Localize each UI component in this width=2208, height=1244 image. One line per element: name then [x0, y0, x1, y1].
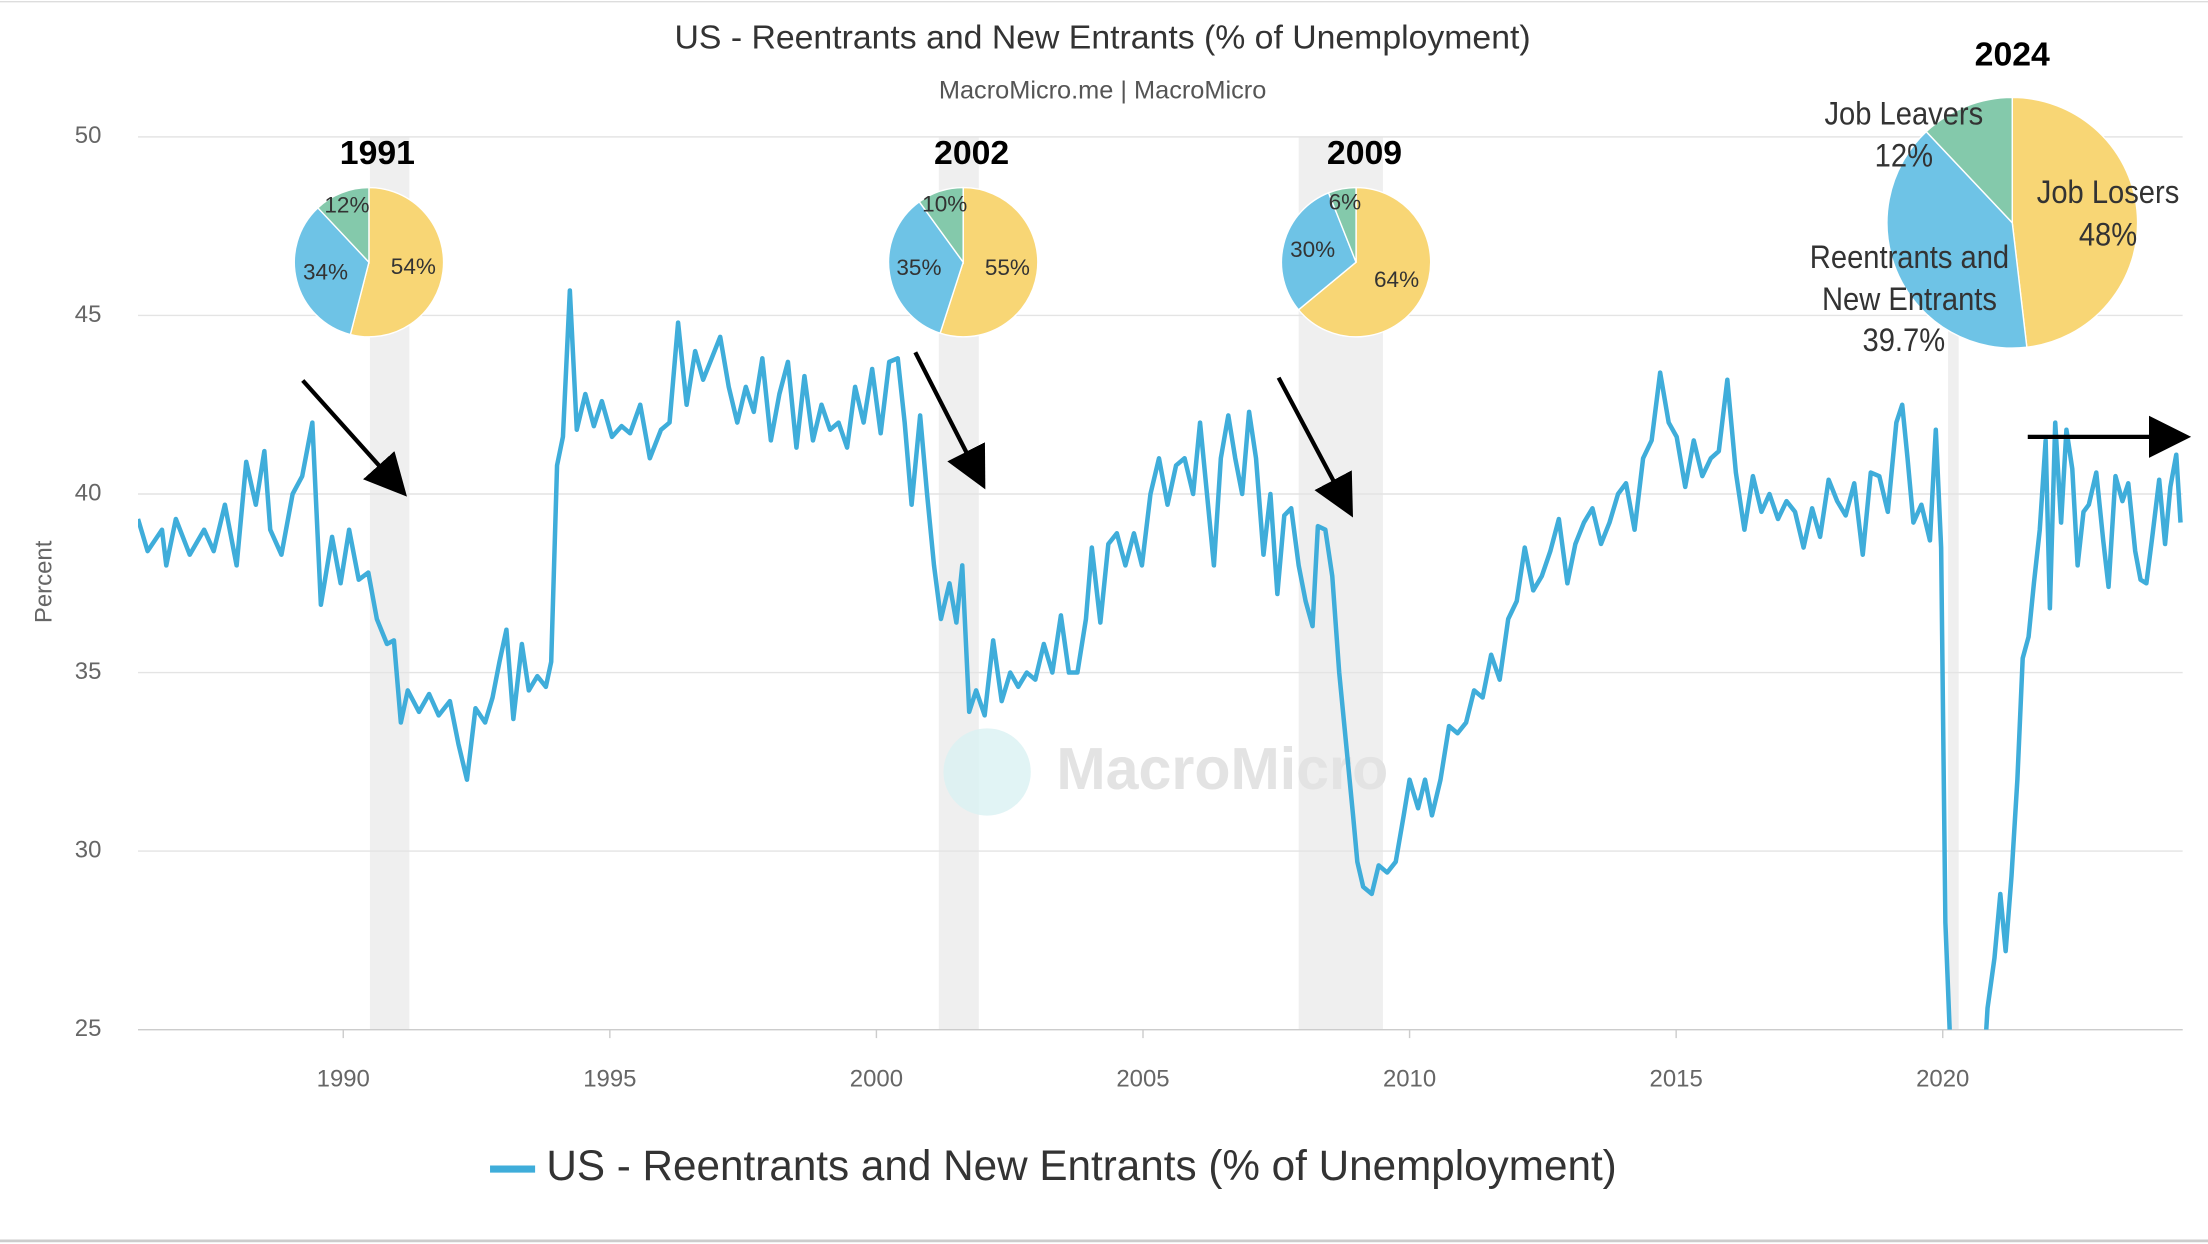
legend-label: US - Reentrants and New Entrants (% of U…: [546, 1142, 1616, 1189]
pie-slice: [918, 186, 964, 265]
x-tick-label: 2015: [1650, 1066, 1703, 1093]
pie-title: 2009: [1327, 134, 1402, 172]
chart-title: US - Reentrants and New Entrants (% of U…: [675, 19, 1531, 57]
pie-category-label: Reentrants and New Entrants: [1809, 238, 2010, 318]
annotation-arrow: [301, 379, 407, 497]
chart-subtitle: MacroMicro.me | MacroMicro: [939, 77, 1266, 105]
y-tick-label: 25: [75, 1015, 102, 1042]
annotation-arrow: [913, 351, 986, 490]
x-tick-label: 2000: [850, 1066, 903, 1093]
pie-title: 1991: [340, 134, 415, 172]
pie-value-label: 64%: [1374, 267, 1419, 292]
y-tick-label: 35: [75, 658, 102, 685]
pie-title: 2024: [1975, 36, 2050, 74]
pie-slice: [316, 186, 370, 264]
pie-value-label: 39.7%: [1863, 322, 1946, 359]
annotation-arrow: [1276, 376, 1353, 518]
pie-value-label: 10%: [922, 191, 967, 216]
pie-slice: [887, 200, 964, 335]
pie-title: 2002: [934, 134, 1009, 172]
pie-value-label: 55%: [985, 255, 1030, 280]
y-tick-label: 40: [75, 479, 102, 506]
pie-slice: [939, 186, 1039, 338]
pie-slice: [293, 206, 370, 336]
x-tick-label: 2005: [1116, 1066, 1169, 1093]
pie-value-label: 35%: [896, 255, 941, 280]
y-tick-label: 50: [75, 122, 102, 149]
pie-value-label: 48%: [2079, 216, 2137, 253]
pie-value-label: 6%: [1329, 190, 1362, 215]
y-tick-label: 45: [75, 301, 102, 328]
x-tick-label: 2020: [1916, 1066, 1969, 1093]
pie-value-label: 12%: [324, 193, 369, 218]
pie-slice: [1925, 96, 2013, 225]
pie-category-label: Job Losers: [2037, 174, 2180, 211]
recession-band: [1948, 136, 1959, 1030]
x-tick-label: 2010: [1383, 1066, 1436, 1093]
pie-value-label: 54%: [391, 254, 436, 279]
pie-slice: [1886, 130, 2028, 349]
pie-slice: [1280, 191, 1357, 311]
watermark-icon: [943, 728, 1031, 816]
pie-value-label: 30%: [1290, 237, 1335, 262]
pie-category-label: Job Leavers: [1824, 95, 1983, 132]
pie-value-label: 12%: [1875, 137, 1933, 174]
pie-slice: [1327, 186, 1357, 263]
y-tick-label: 30: [75, 836, 102, 863]
y-axis-label: Percent: [30, 540, 57, 623]
x-tick-label: 1990: [317, 1066, 370, 1093]
x-tick-label: 1995: [583, 1066, 636, 1093]
pie-category-text: Reentrants and New Entrants: [1809, 238, 2010, 318]
watermark: MacroMicro: [1056, 735, 1388, 802]
pie-value-label: 34%: [303, 259, 348, 284]
data-line: [138, 288, 2183, 1030]
pie-slice: [349, 186, 445, 338]
pie-slice: [1297, 186, 1432, 338]
pie-slice: [2011, 96, 2139, 349]
